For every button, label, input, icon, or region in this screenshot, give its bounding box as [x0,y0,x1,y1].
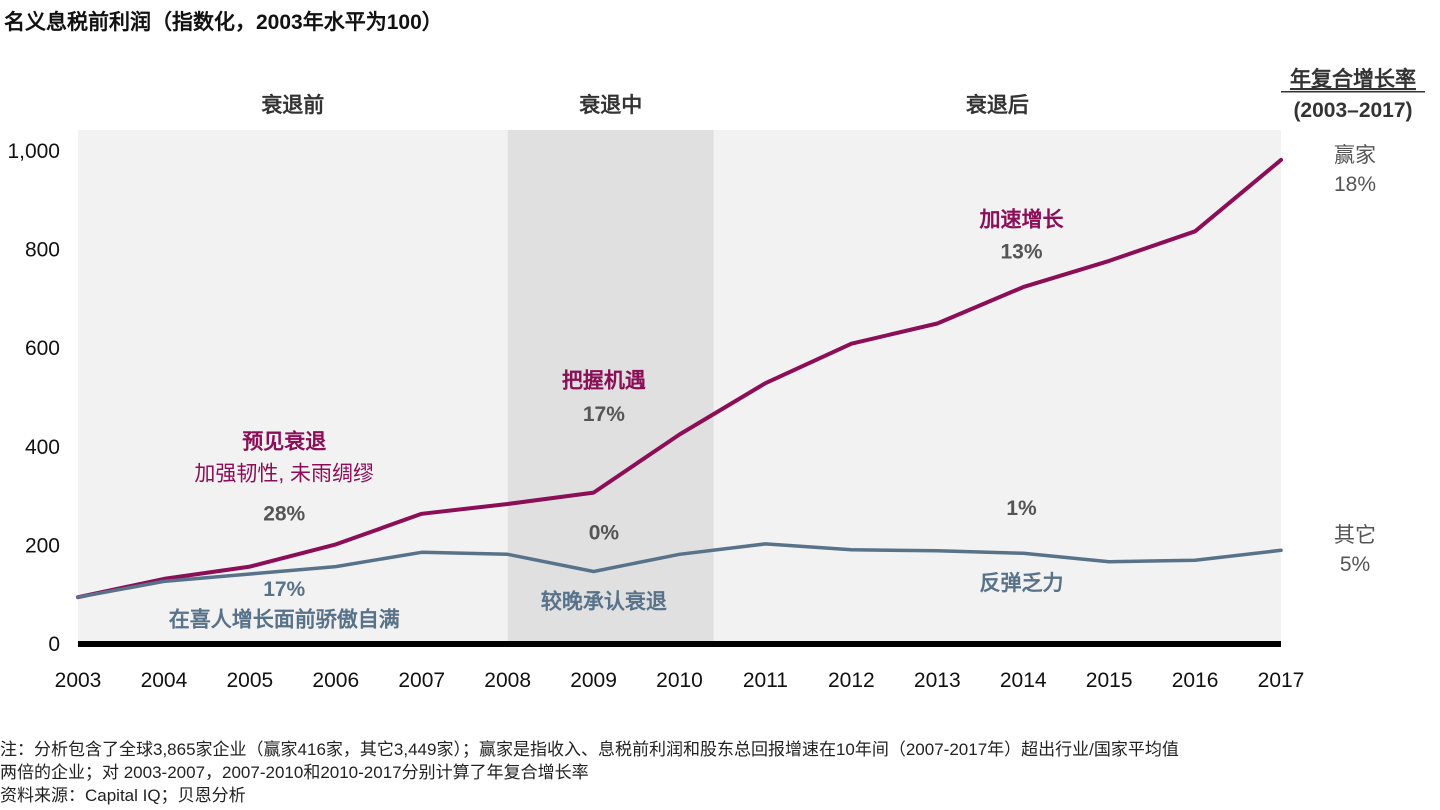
cagr-header-period: (2003–2017) [1293,99,1412,122]
phase-label-0: 衰退前 [261,93,324,117]
annotation-12: 反弹乏力 [979,571,1063,595]
x-tick-label-3: 2006 [312,669,359,692]
annotation-6: 17% [583,403,625,426]
x-tick-label-9: 2012 [828,669,875,692]
legend-others-cagr: 5% [1340,553,1370,576]
note-line-1: 注：分析包含了全球3,865家企业（赢家416家，其它3,449家）；赢家是指收… [0,740,1179,759]
x-tick-label-10: 2013 [914,669,961,692]
x-axis-baseline [78,641,1281,647]
x-tick-label-1: 2004 [141,669,188,692]
y-tick-label-4: 800 [25,239,60,262]
annotation-10: 13% [1000,240,1042,263]
annotation-2: 28% [263,503,305,526]
phase-band-1 [507,130,714,643]
phase-band-0 [78,130,508,643]
y-tick-label-3: 600 [25,337,60,360]
annotation-7: 0% [589,521,620,544]
chart-title: 名义息税前利润（指数化，2003年水平为100） [4,11,443,34]
legend-others-name: 其它 [1334,524,1376,547]
note-source: 资料来源：Capital IQ；贝恩分析 [0,786,246,805]
annotation-1: 加强韧性, 未雨绸缪 [194,462,374,485]
y-tick-label-1: 200 [25,534,60,557]
cagr-header-underline [1281,91,1425,93]
x-tick-label-12: 2015 [1086,669,1133,692]
annotation-8: 较晚承认衰退 [541,589,667,613]
legend-winners-cagr: 18% [1334,173,1376,196]
x-tick-label-13: 2016 [1172,669,1219,692]
y-tick-label-2: 400 [25,436,60,459]
annotation-5: 把握机遇 [562,369,646,393]
x-tick-label-14: 2017 [1258,669,1305,692]
y-tick-label-5: 1,000 [7,140,60,163]
legend-winners-name: 赢家 [1334,144,1376,167]
x-tick-label-2: 2005 [226,669,273,692]
cagr-header-title: 年复合增长率 [1290,67,1416,91]
x-tick-label-7: 2010 [656,669,703,692]
x-tick-label-4: 2007 [398,669,445,692]
phase-band-2 [713,130,1281,643]
y-tick-label-0: 0 [48,633,60,656]
x-tick-label-11: 2014 [1000,669,1047,692]
annotation-9: 加速增长 [978,207,1064,231]
x-tick-label-6: 2009 [570,669,617,692]
phase-label-2: 衰退后 [966,93,1029,117]
phase-label-1: 衰退中 [579,93,642,117]
x-tick-label-0: 2003 [55,669,102,692]
annotation-4: 在喜人增长面前骄傲自满 [169,608,400,632]
footnotes: 注：分析包含了全球3,865家企业（赢家416家，其它3,449家）；赢家是指收… [0,738,1179,807]
annotation-3: 17% [263,578,305,601]
annotation-11: 1% [1006,497,1037,520]
x-tick-label-5: 2008 [484,669,531,692]
line-chart: 衰退前 衰退中 衰退后 0 200 400 600 800 1,000 2003 2004 2005 2… [7,67,1425,692]
x-tick-label-8: 2011 [743,669,788,692]
note-line-2: 两倍的企业；对 2003-2007，2007-2010和2010-2017分别计… [0,763,589,782]
annotation-0: 预见衰退 [242,429,326,453]
